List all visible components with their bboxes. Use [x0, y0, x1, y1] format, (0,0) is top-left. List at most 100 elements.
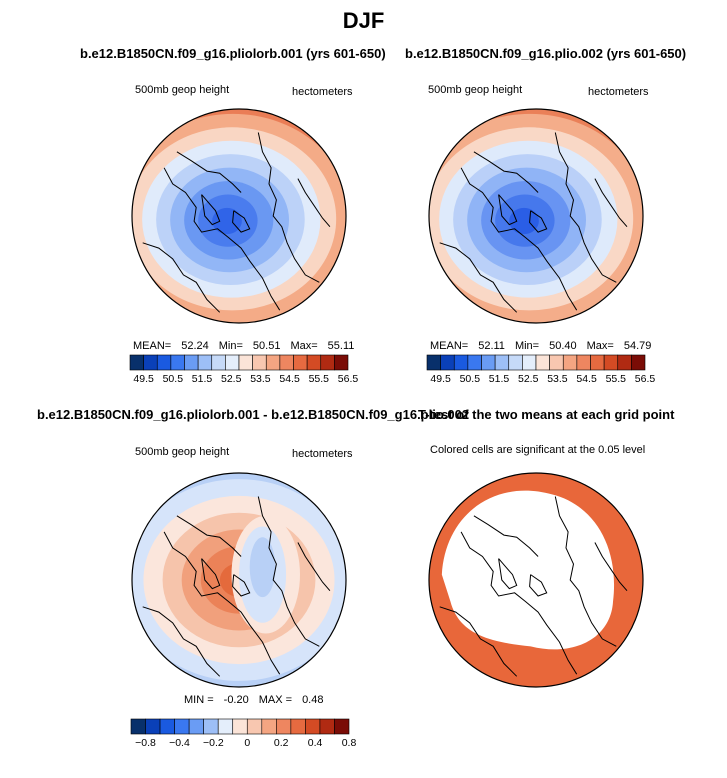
colorbar-box — [293, 354, 308, 371]
colorbar-box — [156, 354, 172, 371]
colorbar-box — [290, 718, 306, 735]
colorbar-tick-label: 0.4 — [308, 737, 323, 749]
coastlines-1 — [439, 132, 628, 313]
coastline — [232, 210, 251, 233]
colorbar-box — [246, 718, 263, 735]
min-value: 50.40 — [549, 340, 577, 352]
negative-core — [249, 537, 276, 598]
coastline — [201, 558, 221, 590]
panel-3-units: hectometers — [292, 448, 353, 460]
mean-value: 52.11 — [478, 340, 505, 352]
contour-band — [509, 207, 539, 235]
map-outline-4 — [428, 472, 644, 688]
colorbar-box — [426, 354, 441, 371]
panel-1-title: b.e12.B1850CN.f09_g16.pliolorb.001 (yrs … — [80, 46, 386, 61]
colorbar-box — [334, 354, 349, 371]
colorbar-box — [238, 354, 253, 371]
coastline — [142, 606, 221, 677]
colorbar-tick-label: 49.5 — [133, 373, 154, 385]
coastline — [257, 132, 320, 283]
colorbar-box — [197, 354, 213, 371]
coastlines-2 — [142, 496, 331, 677]
coastline — [142, 242, 221, 313]
colorbar-tick-label: 54.5 — [576, 373, 597, 385]
coastline — [460, 531, 578, 675]
coastline — [498, 194, 518, 226]
coastline — [594, 178, 628, 228]
min-value: 50.51 — [252, 340, 281, 352]
panel-1-stats: MEAN= 52.24 Min= 50.51 Max= 55.11 — [133, 340, 364, 352]
colorbar-tick-label: 54.5 — [279, 373, 300, 385]
colorbar-box — [535, 354, 550, 371]
colorbar-box — [306, 354, 322, 371]
colorbar-box — [184, 354, 199, 371]
colorbar-box — [225, 354, 240, 371]
colorbar-box — [334, 718, 350, 735]
colorbar-box — [494, 354, 510, 371]
panel-2-stats: MEAN= 52.11 Min= 50.40 Max= 54.79 — [430, 340, 661, 352]
colorbar-box — [603, 354, 619, 371]
coastline — [439, 242, 518, 313]
colorbar-box — [170, 354, 185, 371]
significance-field — [429, 473, 643, 687]
colorbar-box — [203, 718, 219, 735]
coastline — [554, 496, 617, 647]
colorbar-tick-label: 56.5 — [635, 373, 656, 385]
mean-value: 52.24 — [181, 340, 209, 352]
coastline — [163, 167, 281, 311]
colorbar-tick-label: 53.5 — [250, 373, 271, 385]
coastline — [439, 606, 518, 677]
coastlines-0 — [142, 132, 331, 313]
min-value: -0.20 — [223, 694, 249, 706]
colorbar-box — [279, 354, 294, 371]
colorbar-tick-label: −0.2 — [203, 737, 224, 749]
panel-2-variable: 500mb geop height — [428, 84, 523, 96]
colorbar-box — [265, 354, 281, 371]
colorbar-box — [440, 354, 455, 371]
colorbar-box — [319, 718, 335, 735]
colorbar-3: −0.8 −0.4 −0.2 0 0.2 0.4 0.8 — [130, 718, 356, 749]
non-significant-area — [441, 490, 615, 650]
map-outline-2 — [428, 108, 644, 324]
colorbar-box — [320, 354, 335, 371]
colorbar-box — [481, 354, 496, 371]
coastline — [554, 132, 617, 283]
colorbar-box — [631, 354, 646, 371]
mean-label: MEAN= — [430, 340, 469, 352]
colorbar-box — [252, 354, 267, 371]
colorbar-box — [305, 718, 321, 735]
coastline — [473, 151, 539, 193]
colorbar-tick-label: 52.5 — [518, 373, 539, 385]
colorbar-tick-label: 50.5 — [163, 373, 184, 385]
colorbar-box — [590, 354, 605, 371]
map-field-2 — [132, 473, 346, 687]
colorbar-box — [211, 354, 226, 371]
colorbar-tick-label: 0.2 — [274, 737, 289, 749]
max-label: Max= — [586, 340, 614, 352]
colorbar-2: 49.5 50.5 51.5 52.5 53.5 54.5 55.5 56.5 — [426, 354, 656, 385]
colorbar-tick-label: 0 — [244, 737, 250, 749]
coastline — [529, 210, 548, 233]
panel-1-units: hectometers — [292, 86, 353, 98]
colorbar-box — [276, 718, 292, 735]
panel-2-units: hectometers — [588, 86, 649, 98]
coastline — [257, 496, 320, 647]
coastline — [176, 515, 242, 557]
colorbar-box — [174, 718, 190, 735]
colorbar-tick-label: −0.4 — [169, 737, 190, 749]
map-field-1 — [429, 109, 643, 323]
colorbar-tick-label: 52.5 — [221, 373, 242, 385]
colorbar-tick-label: 51.5 — [489, 373, 510, 385]
panel-4-note: Colored cells are significant at the 0.0… — [430, 444, 646, 456]
colorbar-tick-label: 51.5 — [192, 373, 213, 385]
min-label: Min= — [514, 340, 540, 352]
colorbar-box — [130, 718, 146, 735]
colorbar-box — [549, 354, 564, 371]
colorbar-box — [453, 354, 469, 371]
coastline — [163, 531, 281, 675]
max-value: 55.11 — [327, 340, 355, 352]
colorbar-box — [508, 354, 523, 371]
colorbar-tick-label: −0.8 — [135, 737, 156, 749]
mean-label: MEAN= — [133, 340, 172, 352]
max-value: 0.48 — [302, 694, 324, 706]
